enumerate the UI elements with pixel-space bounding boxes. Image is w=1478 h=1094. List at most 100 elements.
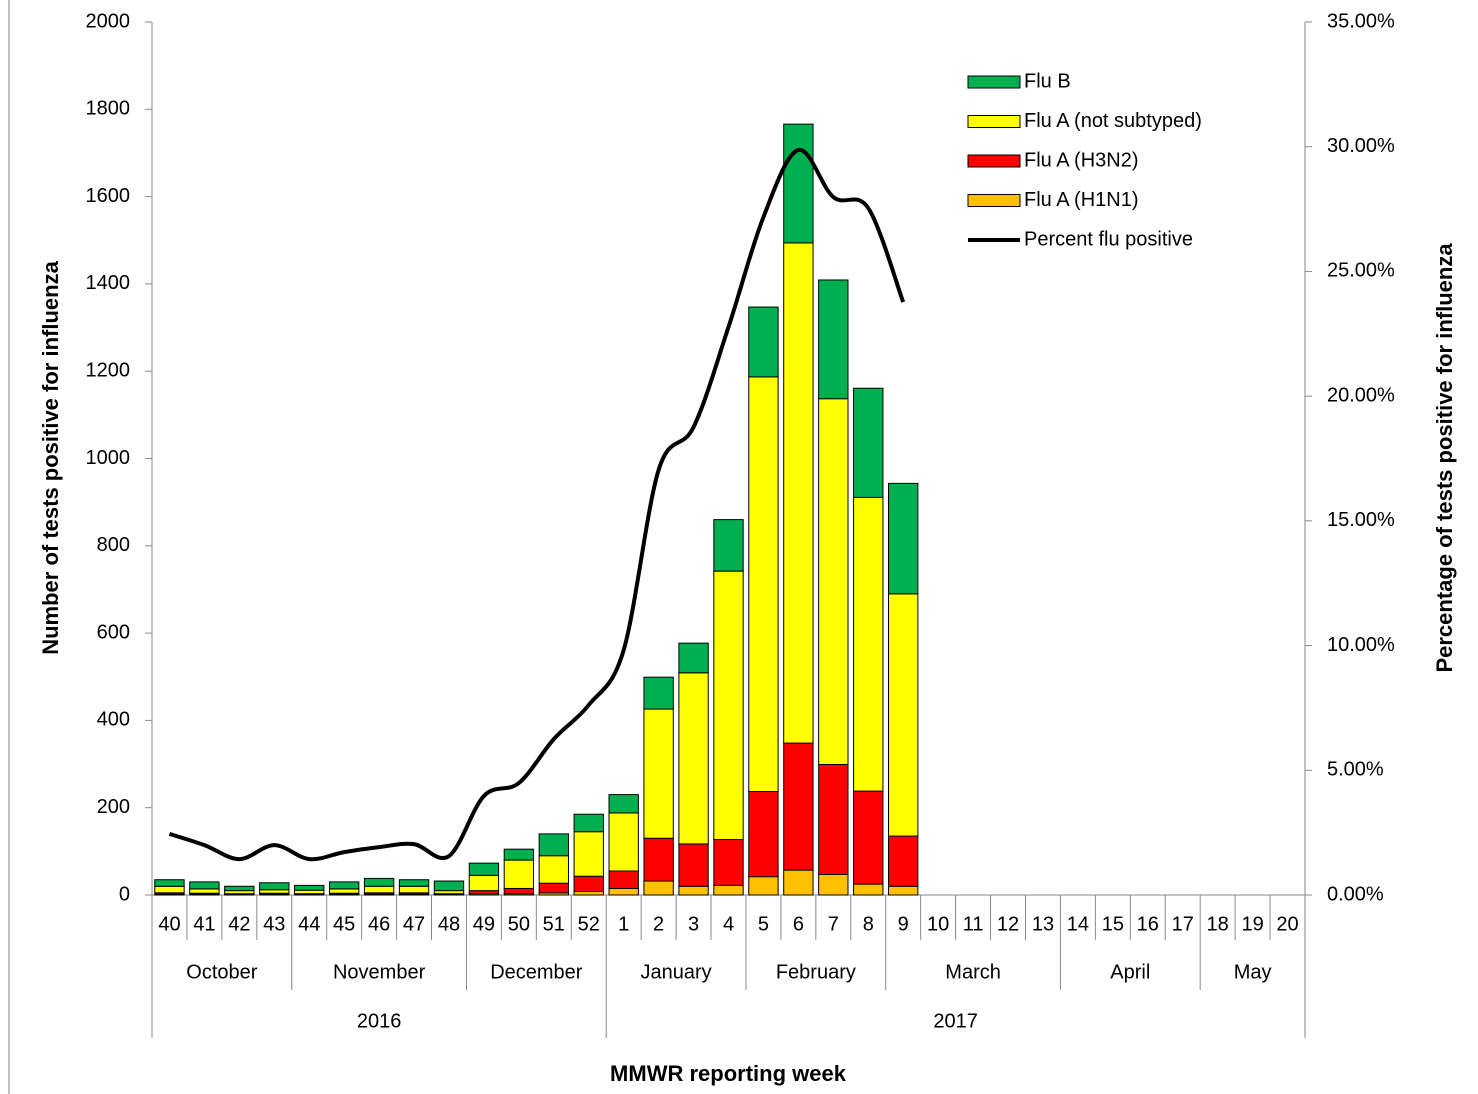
bar-segment (398, 879, 430, 887)
bar-segment (678, 843, 709, 887)
bar-segment (294, 889, 325, 895)
bar-segment (748, 376, 779, 793)
bar-segment (154, 885, 185, 894)
x-tick-label: 42 (228, 913, 250, 935)
x-tick-label: 17 (1172, 913, 1194, 935)
bar-segment (678, 672, 709, 845)
bar-segment (853, 883, 884, 896)
legend-label: Percent flu positive (1024, 228, 1193, 250)
bar-segment (363, 885, 395, 894)
legend-swatch (967, 194, 1021, 207)
y-tick-label: 1000 (86, 447, 131, 469)
legend-label: Flu A (not subtyped) (1024, 110, 1202, 132)
y2-tick-label: 25.00% (1327, 260, 1395, 282)
y-tick-label: 0 (119, 883, 130, 905)
bar-segment (818, 279, 849, 400)
bar-segment (678, 885, 709, 896)
bar-segment (573, 891, 604, 896)
bar-segment (573, 831, 604, 877)
x-tick-label: 11 (963, 913, 984, 935)
x-tick-label: 7 (828, 913, 839, 935)
y2-tick-label: 35.00% (1327, 10, 1395, 32)
y2-tick-label: 15.00% (1327, 509, 1395, 531)
x-tick-label: 1 (618, 913, 629, 935)
x-tick-label: 19 (1241, 913, 1263, 935)
x-tick-label: 8 (863, 913, 874, 935)
x-tick-label: 50 (508, 913, 530, 935)
x-tick-label: 46 (368, 913, 390, 935)
bar-segment (468, 862, 500, 876)
bar-segment (154, 879, 185, 887)
bar-segment (328, 888, 360, 894)
x-tick-label: 14 (1067, 913, 1089, 935)
bar-segment (503, 848, 535, 861)
y-tick-label: 1800 (86, 98, 131, 120)
x-tick-label: 12 (997, 913, 1019, 935)
bar-segment (608, 794, 639, 814)
x-tick-label: 18 (1207, 913, 1229, 935)
y-tick-label: 800 (97, 534, 130, 556)
bar-segment (189, 888, 220, 894)
x-tick-label: 44 (298, 913, 320, 935)
group-label: November (333, 961, 426, 983)
bar-segment (608, 870, 639, 889)
legend-label: Flu A (H3N2) (1024, 149, 1138, 171)
bar-segment (678, 642, 709, 674)
bar-segment (888, 593, 919, 837)
bar-segment (363, 877, 395, 887)
x-tick-label: 41 (193, 913, 215, 935)
bar-segment (224, 885, 255, 892)
y2-tick-label: 30.00% (1327, 135, 1395, 157)
bar-segment (713, 570, 744, 841)
bar-segment (643, 880, 674, 896)
group-label: May (1234, 961, 1272, 983)
group-label: December (490, 961, 583, 983)
bar-segment (608, 812, 639, 872)
x-tick-label: 15 (1102, 913, 1124, 935)
bar-segment (294, 884, 325, 891)
group-label: February (776, 961, 856, 983)
x-tick-label: 45 (333, 913, 355, 935)
x-tick-label: 13 (1032, 913, 1054, 935)
x-tick-label: 3 (688, 913, 699, 935)
x-tick-label: 20 (1276, 913, 1298, 935)
bar-segment (888, 835, 919, 887)
group-label: October (186, 961, 257, 983)
group-label: 2017 (933, 1010, 978, 1032)
bar-segment (608, 887, 639, 896)
y-axis-title: Number of tests positive for influenza (38, 260, 63, 654)
bar-segment (573, 875, 604, 893)
x-tick-label: 40 (158, 913, 180, 935)
x-tick-label: 9 (898, 913, 909, 935)
bar-segment (643, 676, 674, 710)
y-tick-label: 1200 (86, 359, 131, 381)
bar-segment (888, 885, 919, 896)
x-tick-label: 6 (793, 913, 804, 935)
legend-label: Flu B (1024, 70, 1071, 92)
bar-segment (748, 791, 779, 878)
x-tick-label: 4 (723, 913, 734, 935)
bar-segment (713, 839, 744, 886)
bar-segment (503, 887, 535, 895)
bar-segment (538, 833, 569, 857)
bar-segment (328, 881, 360, 890)
bar-segment (398, 885, 430, 894)
x-tick-label: 51 (543, 913, 565, 935)
group-label: January (641, 961, 712, 983)
legend-swatch (967, 75, 1021, 89)
x-tick-label: 5 (758, 913, 769, 935)
y-tick-label: 200 (97, 796, 130, 818)
y2-axis-title: Percentage of tests positive for influen… (1432, 243, 1457, 673)
x-tick-label: 47 (403, 913, 425, 935)
bar-segment (748, 876, 779, 896)
bar-segment (189, 881, 220, 890)
bar-segment (468, 874, 500, 892)
x-tick-label: 10 (927, 913, 949, 935)
bar-segment (783, 742, 814, 871)
bar-segment (888, 482, 919, 595)
y2-tick-label: 20.00% (1327, 384, 1395, 406)
bar-segment (259, 889, 290, 894)
x-tick-label: 43 (263, 913, 285, 935)
bar-segment (783, 869, 814, 896)
